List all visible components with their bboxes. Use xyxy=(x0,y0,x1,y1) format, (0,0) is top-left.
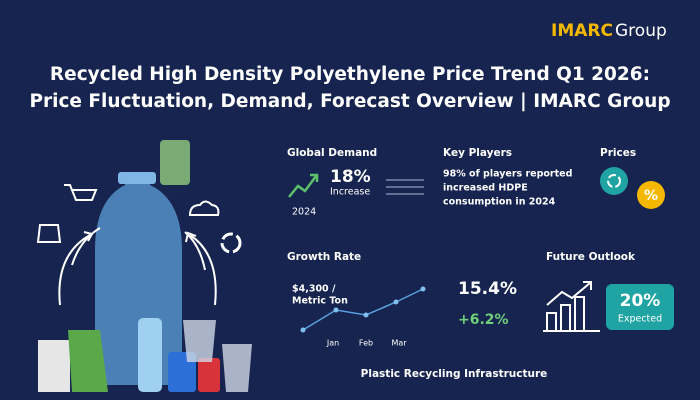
footer-caption: Plastic Recycling Infrastructure xyxy=(361,368,548,380)
illustration xyxy=(36,140,252,392)
demand-value: 18% xyxy=(330,167,371,187)
outlook-icon xyxy=(543,281,600,332)
key-players-text: 98% of players reported xyxy=(443,169,572,180)
price-label: $4,300 / xyxy=(292,284,336,295)
outlook-value: 20% xyxy=(620,291,661,311)
trend-points xyxy=(300,286,426,333)
title-line: Price Fluctuation, Demand, Forecast Over… xyxy=(29,91,670,112)
growth-rate-value: 15.4% xyxy=(458,279,517,299)
percent-icon xyxy=(637,181,665,209)
recycle-icon xyxy=(600,167,628,195)
demand-year: 2024 xyxy=(292,207,316,218)
brand-suffix: Group xyxy=(615,21,667,41)
growth-icon xyxy=(288,173,319,198)
key-players-text: consumption in 2024 xyxy=(443,197,556,208)
key-players-text: increased HDPE xyxy=(443,183,528,194)
month-label: Mar xyxy=(391,339,407,348)
section-heading: Future Outlook xyxy=(546,251,636,263)
section-heading: Prices xyxy=(600,147,636,159)
outlook-label: Expected xyxy=(618,314,662,325)
section-heading: Global Demand xyxy=(287,147,377,159)
title-line: Recycled High Density Polyethylene Price… xyxy=(50,64,650,85)
price-label: Metric Ton xyxy=(292,296,348,307)
divider xyxy=(386,179,424,195)
month-label: Feb xyxy=(359,339,373,348)
month-label: Jan xyxy=(326,339,339,348)
recycle-symbol xyxy=(607,174,621,188)
section-heading: Key Players xyxy=(443,147,512,159)
percent-symbol: % xyxy=(644,188,658,204)
growth-change: +6.2% xyxy=(458,312,509,328)
section-heading: Growth Rate xyxy=(287,251,361,263)
outlook-badge xyxy=(606,284,674,330)
brand-name: IMARC xyxy=(551,21,613,41)
demand-label: Increase xyxy=(330,187,370,198)
